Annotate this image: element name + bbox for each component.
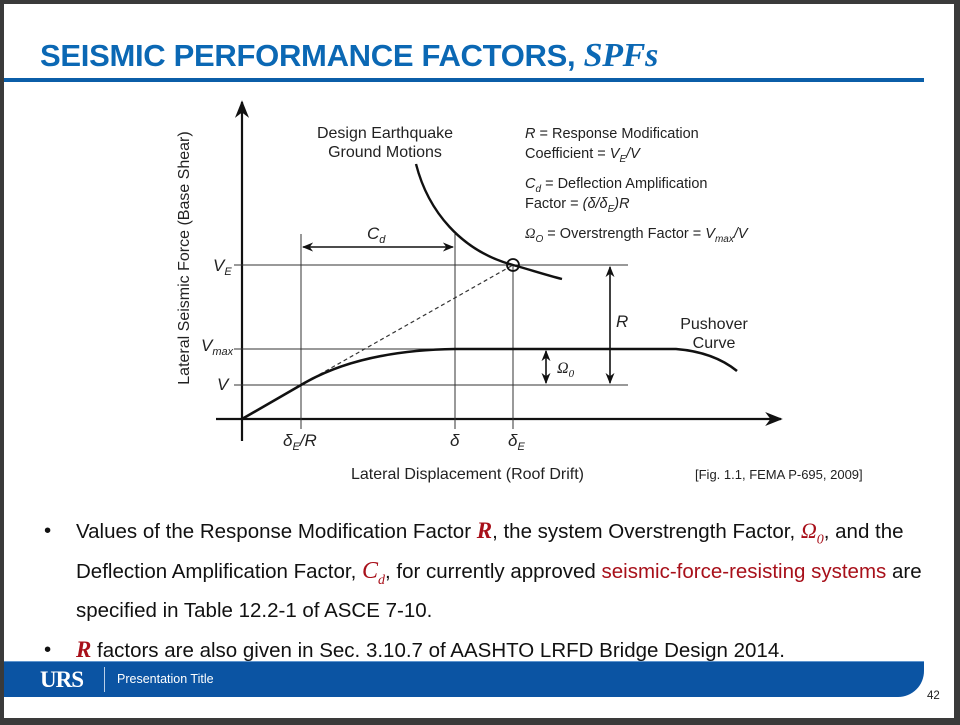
pushover-curve — [241, 347, 738, 421]
bullet-list: • Values of the Response Modification Fa… — [44, 516, 924, 674]
page-title: SEISMIC PERFORMANCE FACTORS, SPFs — [40, 37, 658, 75]
bullet-dot-icon: • — [44, 519, 52, 542]
r-label: R — [616, 312, 628, 331]
bullet-item-1: • Values of the Response Modification Fa… — [44, 518, 922, 623]
footer-bar: URS Presentation Title — [4, 661, 924, 697]
svg-text:ΩO = Overstrength Factor = Vma: ΩO = Overstrength Factor = Vmax/V — [525, 226, 749, 245]
figure-citation: [Fig. 1.1, FEMA P-695, 2009] — [695, 467, 863, 482]
definitions-legend: R = Response Modification Coefficient = … — [525, 126, 749, 245]
design-eq-label-2: Ground Motions — [328, 144, 442, 161]
y-axis-label: Lateral Seismic Force (Base Shear) — [176, 131, 193, 384]
cd-symbol: Cd — [362, 557, 386, 588]
title-italic: SPFs — [583, 37, 659, 74]
y-tick-ve: VE — [213, 256, 232, 278]
svg-text:Coefficient = VE/V: Coefficient = VE/V — [525, 146, 641, 165]
design-eq-curve — [414, 163, 563, 281]
x-tick-de-over-r: δE/R — [283, 431, 317, 453]
title-divider — [4, 78, 924, 82]
omega-label: Ω0 — [557, 360, 575, 380]
slide: SEISMIC PERFORMANCE FACTORS, SPFs • Valu… — [4, 4, 954, 718]
y-tick-v: V — [217, 375, 230, 394]
x-tick-delta: δ — [450, 431, 460, 450]
bullet-dot-icon: • — [44, 637, 52, 661]
page-number: 42 — [927, 690, 940, 702]
footer-divider — [104, 667, 105, 692]
design-eq-label-1: Design Earthquake — [317, 125, 453, 142]
title-main: SEISMIC PERFORMANCE FACTORS, — [40, 38, 584, 73]
footer-presentation-title: Presentation Title — [117, 672, 214, 686]
x-tick-de: δE — [508, 431, 525, 453]
omega-symbol: Ω0 — [800, 518, 824, 548]
r-symbol: R — [76, 636, 92, 662]
x-axis-label: Lateral Displacement (Roof Drift) — [351, 466, 584, 483]
elastic-dashed-line — [300, 264, 514, 386]
design-point-marker — [506, 258, 520, 272]
pushover-label-1: Pushover — [680, 316, 748, 333]
y-tick-vmax: Vmax — [201, 336, 234, 358]
spf-figure: Lateral Seismic Force (Base Shear) VE Vm… — [176, 100, 863, 483]
seismic-systems-link[interactable]: seismic-force-resisting systems — [601, 559, 887, 583]
cd-label: Cd — [367, 224, 386, 246]
reference-lines — [234, 234, 628, 429]
svg-text:Factor = (δ/δE)R: Factor = (δ/δE)R — [525, 196, 630, 215]
pushover-label-2: Curve — [693, 335, 736, 352]
svg-text:R = Response Modification: R = Response Modification — [525, 126, 699, 142]
r-symbol: R — [476, 518, 493, 543]
urs-logo: URS — [40, 667, 84, 692]
svg-text:Cd = Deflection Amplification: Cd = Deflection Amplification — [525, 176, 707, 195]
bullet-item-2: • R factors are also given in Sec. 3.10.… — [44, 635, 924, 667]
